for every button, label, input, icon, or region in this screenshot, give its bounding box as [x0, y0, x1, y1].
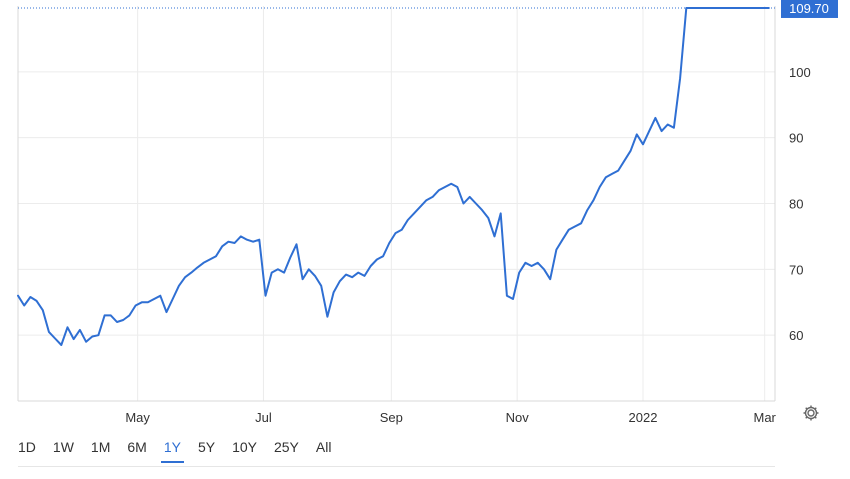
range-button-all[interactable]: All — [315, 439, 332, 455]
range-button-10y[interactable]: 10Y — [232, 439, 257, 455]
last-value-label: 109.70 — [789, 1, 829, 16]
x-tick-label: Mar — [753, 410, 776, 425]
last-value-badge — [781, 0, 838, 18]
range-button-1d[interactable]: 1D — [18, 439, 36, 455]
x-tick-label: Jul — [255, 410, 272, 425]
x-tick-label: 2022 — [629, 410, 658, 425]
range-button-5y[interactable]: 5Y — [197, 439, 216, 455]
y-tick-label: 100 — [789, 65, 811, 80]
range-selector: 1D 1W 1M 6M 1Y 5Y 10Y 25Y All — [18, 432, 348, 463]
range-button-1m[interactable]: 1M — [90, 439, 111, 455]
price-line — [17, 7, 770, 346]
x-tick-label: May — [125, 410, 150, 425]
bottom-divider — [18, 466, 775, 467]
y-tick-label: 80 — [789, 197, 803, 212]
settings-gear-icon[interactable] — [801, 403, 821, 423]
y-tick-label: 70 — [789, 262, 803, 277]
x-tick-label: Sep — [380, 410, 403, 425]
range-button-1y[interactable]: 1Y — [160, 435, 185, 463]
y-tick-label: 90 — [789, 131, 803, 146]
y-tick-label: 60 — [789, 328, 803, 343]
range-button-1w[interactable]: 1W — [52, 439, 74, 455]
range-button-25y[interactable]: 25Y — [273, 439, 299, 455]
x-tick-label: Nov — [506, 410, 530, 425]
range-button-6m[interactable]: 6M — [127, 439, 147, 455]
